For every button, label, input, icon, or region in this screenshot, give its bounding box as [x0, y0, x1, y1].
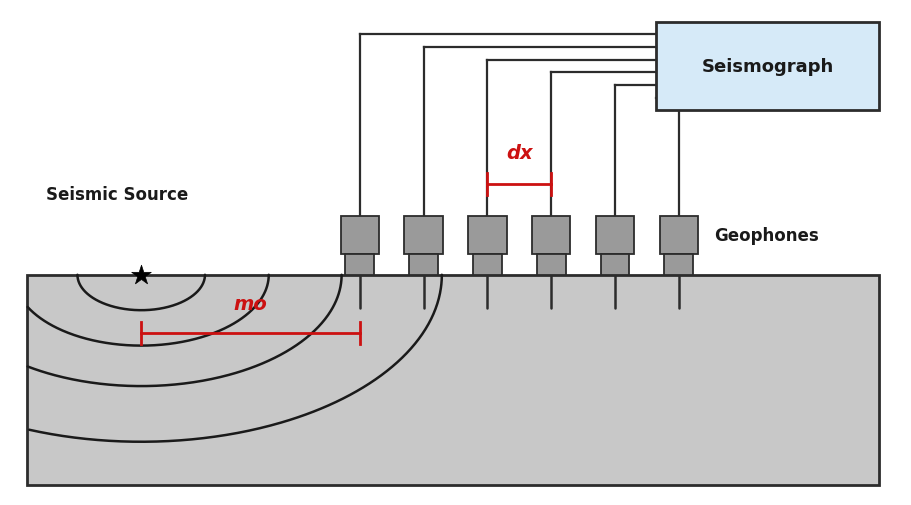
- Text: Seismograph: Seismograph: [701, 58, 834, 76]
- Bar: [468, 216, 507, 254]
- Bar: [345, 254, 374, 275]
- Text: Seismic Source: Seismic Source: [46, 185, 188, 204]
- Bar: [409, 254, 438, 275]
- Bar: [600, 254, 630, 275]
- Bar: [664, 254, 693, 275]
- Bar: [27, 275, 879, 485]
- Bar: [660, 216, 698, 254]
- Point: [134, 271, 148, 279]
- Bar: [341, 216, 379, 254]
- Bar: [532, 216, 570, 254]
- Bar: [404, 216, 443, 254]
- Text: dx: dx: [506, 144, 533, 163]
- Bar: [473, 254, 502, 275]
- Bar: [596, 216, 634, 254]
- Text: mo: mo: [233, 294, 268, 313]
- Bar: [537, 254, 566, 275]
- FancyBboxPatch shape: [656, 23, 879, 111]
- Text: Geophones: Geophones: [714, 226, 819, 244]
